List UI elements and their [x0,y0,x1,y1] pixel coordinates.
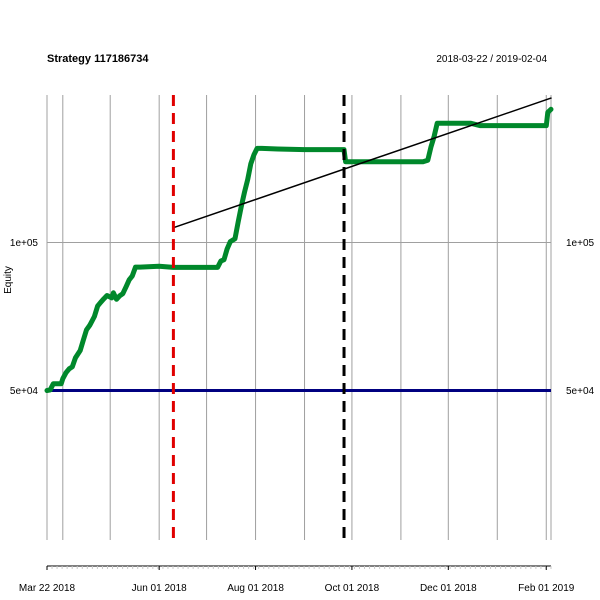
date-range-label: 2018-03-22 / 2019-02-04 [436,54,547,65]
y-tick-label-left: 5e+04 [10,386,39,397]
x-tick-label: Mar 22 2018 [19,583,76,594]
trend-series-line [172,97,552,229]
axes: 5e+04 5e+04 1e+05 1e+05 Mar 22 2018 Jun 01 20… [10,238,595,594]
y-axis-label: Equity [3,266,14,294]
y-tick-label-right: 5e+04 [566,386,595,397]
x-tick-label: Jun 01 2018 [132,583,187,594]
x-tick-label: Oct 01 2018 [325,583,380,594]
chart-title: Strategy 117186734 [47,53,149,65]
series-lines [44,95,554,540]
x-tick-label: Aug 01 2018 [227,583,284,594]
grid [46,95,552,540]
equity-series-line [44,106,554,393]
x-tick-label: Dec 01 2018 [420,583,477,594]
y-tick-label-left: 1e+05 [10,238,39,249]
x-tick-label: Feb 01 2019 [518,583,575,594]
y-tick-label-right: 1e+05 [566,238,595,249]
